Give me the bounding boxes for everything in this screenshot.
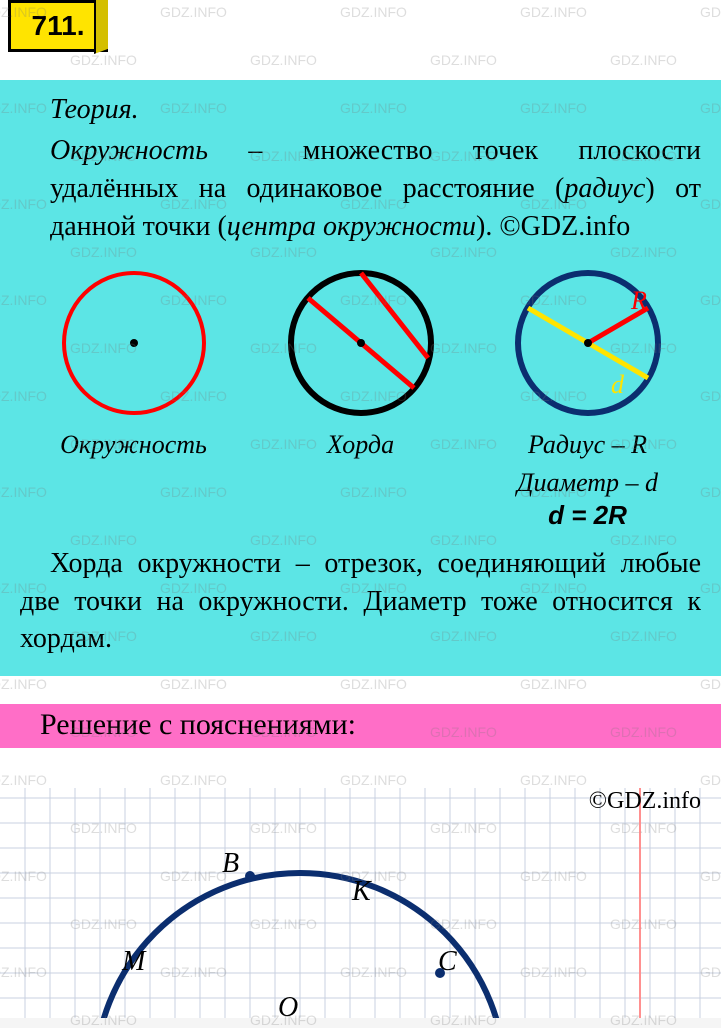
solution-title-bar: Решение с пояснениями: [0, 704, 721, 748]
term-chord: Хорда [50, 548, 123, 579]
diagram-chord: Хорда [252, 263, 470, 460]
formula-d-2r: d = 2R [548, 500, 627, 531]
chord-svg [276, 263, 446, 423]
diagrams-row: Окружность Хорда R d Радиус – R Диам [20, 263, 701, 530]
solution-title: Решение с пояснениями: [40, 708, 356, 741]
chord-label: Хорда [327, 429, 394, 460]
point-K: K [352, 876, 371, 908]
point-O: O [278, 992, 298, 1024]
point-B: B [222, 848, 239, 880]
radius-label-line1: Радиус – R [528, 429, 647, 460]
problem-number-badge: 711. [8, 0, 108, 52]
problem-number: 711. [32, 10, 85, 42]
diagram-radius-diameter: R d Радиус – R Диаметр – d d = 2R [479, 263, 697, 530]
theory-definition: Окружность – множество точек плоскости у… [50, 132, 701, 245]
diagram-circle: Окружность [25, 263, 243, 460]
radius-label-R: R [630, 286, 647, 315]
term-center: цен­тра окружности [227, 211, 476, 242]
point-C: C [438, 946, 457, 978]
radius-label-line2: Диаметр – d [517, 467, 658, 498]
theory-chord-definition: Хорда окружности – отрезок, соеди­няющий… [20, 545, 701, 658]
term-radius: радиус [564, 173, 645, 204]
graph-area: ©GDZ.info B K M C O [0, 748, 721, 1018]
point-M: M [122, 946, 145, 978]
term-circle: Окружность [50, 135, 208, 166]
circle-label: Окружность [60, 429, 207, 460]
radius-diameter-svg: R d [493, 263, 683, 423]
theory-title: Теория. [50, 94, 701, 126]
theory-block: Теория. Окружность – множество точек пло… [0, 80, 721, 676]
circle-svg [49, 263, 219, 423]
graph-copyright: ©GDZ.info [589, 788, 701, 815]
diameter-label-d: d [611, 370, 625, 399]
